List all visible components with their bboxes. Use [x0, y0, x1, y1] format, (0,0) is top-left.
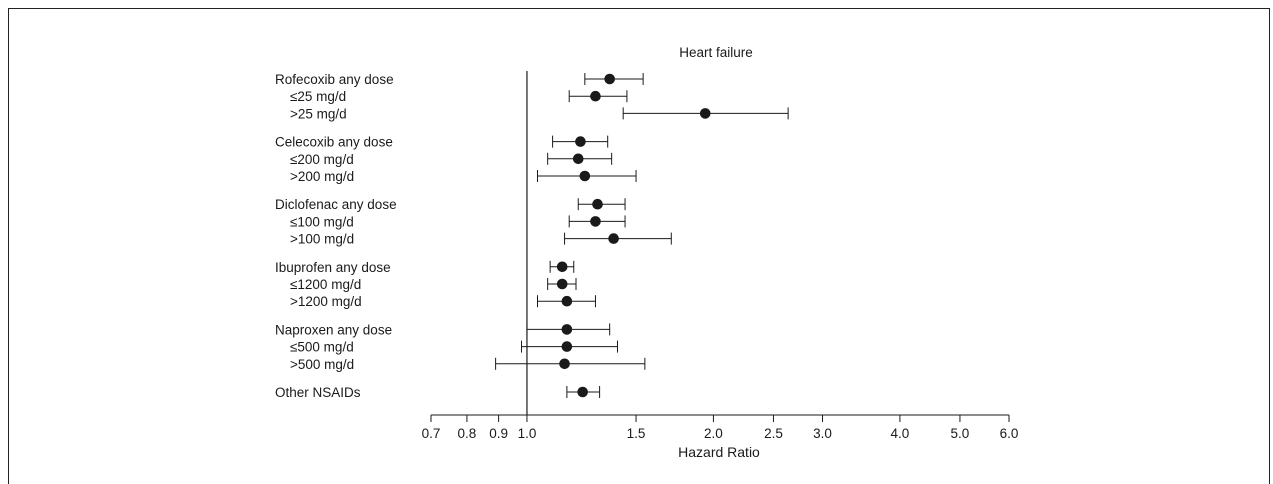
x-tick-label: 4.0	[891, 426, 910, 441]
hazard-ratio-point	[608, 233, 619, 244]
row-label: >100 mg/d	[290, 232, 354, 247]
chart-title: Heart failure	[679, 45, 753, 60]
hazard-ratio-point	[590, 90, 601, 102]
hazard-ratio-point	[572, 153, 584, 165]
row-label: Celecoxib any dose	[275, 135, 393, 150]
row-label: ≤500 mg/d	[290, 340, 354, 355]
x-tick-label: 5.0	[951, 426, 970, 441]
point-estimates	[556, 73, 711, 398]
hazard-ratio-point	[561, 295, 573, 307]
hazard-ratio-point	[577, 386, 588, 398]
hazard-ratio-point	[699, 108, 711, 119]
x-axis-title: Hazard Ratio	[678, 444, 760, 460]
row-label: Naproxen any dose	[275, 322, 392, 337]
row-label: Other NSAIDs	[275, 385, 361, 400]
hazard-ratio-point	[575, 136, 586, 147]
hazard-ratio-point	[590, 216, 601, 227]
x-tick-label: 2.0	[704, 426, 723, 441]
row-labels: Rofecoxib any dose ≤25 mg/d >25 mg/d Celeco…	[275, 72, 397, 400]
hazard-ratio-point	[561, 324, 573, 335]
confidence-intervals	[495, 73, 789, 398]
x-tick-label: 0.7	[422, 426, 441, 441]
x-tick-label: 0.8	[458, 426, 477, 441]
row-label: Ibuprofen any dose	[275, 260, 391, 275]
row-label: Rofecoxib any dose	[275, 72, 394, 87]
row-label: >500 mg/d	[290, 357, 354, 372]
hazard-ratio-point	[561, 341, 573, 352]
row-label: >1200 mg/d	[290, 294, 362, 309]
hazard-ratio-point	[579, 170, 591, 182]
figure-frame	[8, 8, 1270, 484]
row-label: ≤100 mg/d	[290, 214, 354, 229]
x-tick-label: 3.0	[813, 426, 832, 441]
x-tick-label: 6.0	[1000, 426, 1019, 441]
row-label: Diclofenac any dose	[275, 197, 397, 212]
x-tick-label: 2.5	[764, 426, 783, 441]
row-label: ≤1200 mg/d	[290, 277, 361, 292]
x-tick-label: 0.9	[489, 426, 508, 441]
hazard-ratio-point	[556, 261, 568, 273]
hazard-ratio-point	[559, 358, 570, 370]
hazard-ratio-point	[604, 73, 615, 85]
x-tick-label: 1.0	[518, 426, 537, 441]
hazard-ratio-point	[556, 278, 568, 290]
row-label: ≤25 mg/d	[290, 89, 346, 104]
row-label: >25 mg/d	[290, 106, 347, 121]
row-label: ≤200 mg/d	[290, 152, 354, 167]
row-label: >200 mg/d	[290, 169, 354, 184]
hazard-ratio-point	[592, 198, 603, 210]
x-tick-label: 1.5	[627, 426, 646, 441]
x-axis: 0.7 0.8 0.9 1.0 1.5 2.0 2.5 3.0 4.0 5.0 6.0	[422, 414, 1019, 441]
